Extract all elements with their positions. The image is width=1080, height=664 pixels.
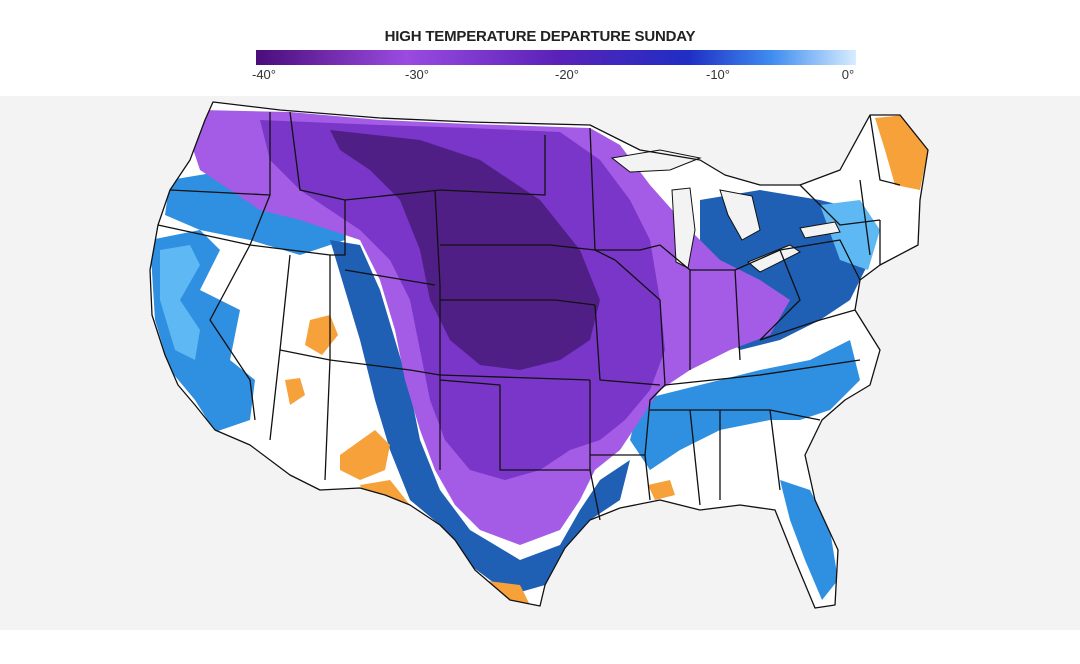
lake-superior bbox=[610, 149, 702, 173]
orange-patch-louisiana bbox=[648, 480, 675, 500]
state-borders bbox=[149, 101, 929, 609]
legend-tick-label: 0° bbox=[841, 67, 855, 82]
header-area bbox=[0, 0, 1080, 96]
deep-purple-core bbox=[330, 130, 600, 370]
blue-departure-florida bbox=[780, 480, 838, 600]
lake-huron bbox=[719, 189, 761, 241]
blue-band-southwest bbox=[330, 240, 630, 595]
lake-erie bbox=[747, 244, 801, 273]
lake-ontario bbox=[799, 221, 841, 239]
footer-area bbox=[0, 630, 1080, 664]
us-temperature-map bbox=[149, 101, 929, 609]
legend-tick-label: -40° bbox=[252, 67, 276, 82]
legend-tick-label: -10° bbox=[706, 67, 730, 82]
orange-patch-arizona bbox=[285, 378, 305, 405]
map-title: HIGH TEMPERATURE DEPARTURE SUNDAY bbox=[384, 28, 696, 45]
orange-patch-newmexico bbox=[340, 430, 390, 480]
legend-tick-label: -30° bbox=[405, 67, 429, 82]
blue-departure-southeast bbox=[630, 340, 860, 470]
light-blue-west bbox=[160, 245, 200, 360]
legend-colorbar bbox=[256, 50, 856, 65]
legend-tick-label: -20° bbox=[555, 67, 579, 82]
